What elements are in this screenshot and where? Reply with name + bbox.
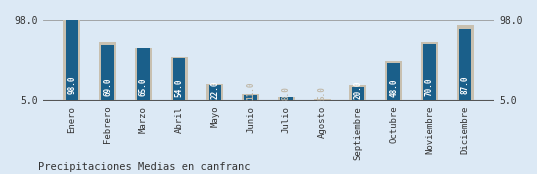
Bar (137, 48, 150, 100)
Bar (314, 99, 331, 100)
Text: 54.0: 54.0 (175, 78, 184, 97)
Text: 98.0: 98.0 (67, 75, 76, 94)
Bar (280, 97, 293, 100)
Text: 20.0: 20.0 (353, 81, 362, 99)
Text: Precipitaciones Medias en canfranc: Precipitaciones Medias en canfranc (38, 162, 250, 172)
Text: 87.0: 87.0 (461, 76, 470, 94)
Text: 8.0: 8.0 (282, 86, 291, 100)
Bar (387, 63, 400, 100)
Bar (63, 20, 80, 100)
Bar (171, 57, 187, 100)
Text: 5.0: 5.0 (317, 86, 326, 100)
Bar (135, 48, 152, 100)
Bar (350, 85, 366, 100)
Bar (208, 85, 221, 100)
Bar (99, 42, 116, 100)
Bar (352, 87, 364, 100)
Bar (66, 20, 78, 100)
Text: 22.0: 22.0 (211, 80, 220, 99)
Text: 70.0: 70.0 (425, 77, 434, 96)
Bar (173, 58, 185, 100)
Bar (423, 44, 436, 100)
Bar (385, 61, 402, 100)
Bar (421, 42, 438, 100)
Bar (459, 29, 471, 100)
Bar (101, 45, 114, 100)
Bar (278, 97, 295, 100)
Text: 48.0: 48.0 (389, 79, 398, 97)
Bar (244, 95, 257, 100)
Text: 11.0: 11.0 (246, 81, 255, 100)
Text: 65.0: 65.0 (139, 77, 148, 96)
Bar (457, 25, 474, 100)
Bar (242, 94, 259, 100)
Text: 69.0: 69.0 (103, 77, 112, 96)
Bar (206, 84, 223, 100)
